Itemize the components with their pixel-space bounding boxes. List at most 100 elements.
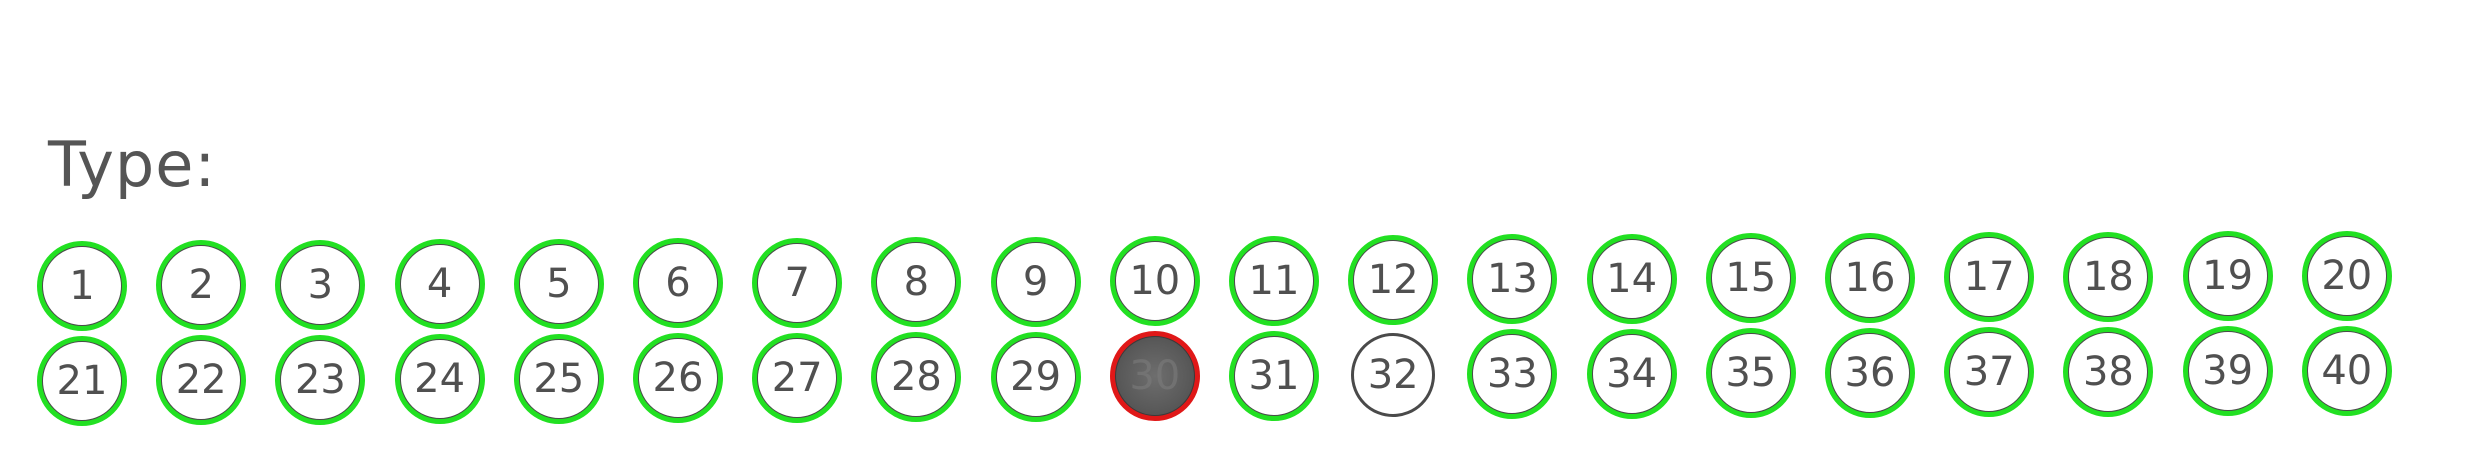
bubble-option-14[interactable]: 14 — [1586, 233, 1677, 324]
bubble-option-22[interactable]: 22 — [156, 335, 247, 426]
bubble-circle: 21 — [40, 339, 124, 423]
bubble-number: 40 — [2321, 347, 2373, 394]
bubble-number: 32 — [1367, 351, 1419, 398]
bubble-circle: 19 — [2185, 234, 2270, 319]
bubble-circle: 29 — [993, 334, 1078, 419]
bubble-option-25[interactable]: 25 — [513, 333, 604, 424]
bubble-circle: 36 — [1828, 330, 1912, 415]
bubble-number: 29 — [1010, 353, 1062, 400]
bubble-circle: 38 — [2066, 329, 2151, 414]
bubble-circle: 24 — [397, 337, 482, 422]
bubble-number: 33 — [1486, 351, 1538, 398]
bubble-option-20[interactable]: 20 — [2301, 230, 2392, 321]
bubble-option-28[interactable]: 28 — [871, 332, 962, 423]
bubble-circle: 18 — [2066, 234, 2151, 319]
bubble-number: 25 — [533, 355, 585, 402]
bubble-option-31[interactable]: 31 — [1229, 330, 1319, 421]
bubble-option-9[interactable]: 9 — [990, 236, 1081, 327]
bubble-circle: 23 — [278, 337, 363, 422]
bubble-number: 24 — [414, 356, 466, 403]
bubble-option-38[interactable]: 38 — [2063, 326, 2154, 417]
bubble-circle: 31 — [1232, 333, 1316, 418]
bubble-option-16[interactable]: 16 — [1825, 232, 1915, 323]
bubble-option-5[interactable]: 5 — [513, 238, 604, 329]
bubble-option-18[interactable]: 18 — [2063, 231, 2154, 322]
bubble-option-30[interactable]: 30 — [1109, 331, 1200, 422]
bubble-number: 16 — [1844, 254, 1896, 301]
bubble-number: 31 — [1248, 352, 1300, 399]
bubble-option-4[interactable]: 4 — [394, 239, 485, 330]
bubble-number: 18 — [2082, 253, 2134, 300]
bubble-option-27[interactable]: 27 — [752, 332, 843, 423]
bubble-circle: 12 — [1351, 237, 1436, 322]
bubble-number: 22 — [175, 357, 227, 404]
bubble-option-10[interactable]: 10 — [1109, 236, 1200, 327]
bubble-number: 2 — [188, 262, 214, 309]
bubble-circle: 11 — [1232, 238, 1316, 323]
bubble-circle: 15 — [1708, 236, 1793, 321]
bubble-circle: 39 — [2185, 329, 2270, 414]
bubble-number: 20 — [2321, 252, 2373, 299]
bubble-circle: 27 — [755, 335, 840, 420]
bubble-option-35[interactable]: 35 — [1705, 328, 1796, 419]
bubble-option-33[interactable]: 33 — [1467, 329, 1558, 420]
bubble-number: 30 — [1129, 353, 1181, 400]
bubble-number: 5 — [546, 260, 572, 307]
bubble-option-13[interactable]: 13 — [1467, 234, 1558, 325]
bubble-circle: 2 — [159, 243, 244, 328]
bubble-option-3[interactable]: 3 — [275, 239, 366, 330]
type-label: Type: — [48, 128, 217, 201]
bubble-circle: 37 — [1947, 330, 2032, 415]
bubble-number: 19 — [2202, 253, 2254, 300]
bubble-number: 35 — [1725, 350, 1777, 397]
bubble-option-21[interactable]: 21 — [37, 336, 127, 426]
bubble-option-32[interactable]: 32 — [1351, 332, 1436, 417]
bubble-circle: 6 — [636, 241, 720, 326]
bubble-option-1[interactable]: 1 — [37, 241, 127, 331]
bubble-option-37[interactable]: 37 — [1944, 327, 2035, 418]
bubble-circle: 25 — [516, 336, 601, 421]
bubble-option-2[interactable]: 2 — [156, 240, 247, 331]
bubble-option-24[interactable]: 24 — [394, 334, 485, 425]
bubble-option-11[interactable]: 11 — [1229, 235, 1319, 326]
bubble-option-19[interactable]: 19 — [2182, 231, 2273, 322]
bubble-circle: 8 — [874, 240, 959, 325]
bubble-number: 8 — [903, 259, 930, 306]
bubble-option-26[interactable]: 26 — [633, 333, 723, 424]
bubble-option-40[interactable]: 40 — [2301, 325, 2392, 416]
bubble-number: 36 — [1844, 349, 1896, 396]
bubble-option-36[interactable]: 36 — [1825, 327, 1915, 418]
bubble-option-17[interactable]: 17 — [1944, 232, 2035, 323]
bubble-number: 14 — [1606, 255, 1658, 302]
bubble-number: 17 — [1963, 254, 2015, 301]
bubble-option-8[interactable]: 8 — [871, 237, 962, 328]
bubble-circle: 30 — [1112, 334, 1197, 419]
bubble-option-6[interactable]: 6 — [633, 238, 723, 329]
bubble-number: 10 — [1129, 258, 1181, 305]
bubble-circle: 35 — [1708, 331, 1793, 416]
bubble-number: 1 — [69, 263, 95, 309]
bubble-option-29[interactable]: 29 — [990, 331, 1081, 422]
bubble-circle: 40 — [2304, 328, 2389, 413]
bubble-circle: 22 — [159, 338, 244, 423]
bubble-circle: 20 — [2304, 233, 2389, 318]
bubble-option-7[interactable]: 7 — [752, 237, 843, 328]
bubble-circle: 17 — [1947, 235, 2032, 320]
bubble-option-15[interactable]: 15 — [1705, 233, 1796, 324]
bubble-option-12[interactable]: 12 — [1348, 234, 1439, 325]
bubble-option-39[interactable]: 39 — [2182, 326, 2273, 417]
bubble-number: 34 — [1606, 350, 1658, 397]
bubble-number: 7 — [784, 259, 810, 306]
bubble-number: 15 — [1725, 255, 1777, 302]
bubble-number: 26 — [652, 355, 704, 402]
bubble-number: 4 — [426, 261, 453, 308]
bubble-option-23[interactable]: 23 — [275, 334, 366, 425]
bubble-circle: 7 — [755, 240, 840, 325]
bubble-number: 11 — [1248, 257, 1300, 304]
bubble-number: 39 — [2202, 348, 2254, 395]
bubble-option-34[interactable]: 34 — [1586, 328, 1677, 419]
bubble-circle: 5 — [516, 241, 601, 326]
bubble-circle: 33 — [1470, 332, 1555, 417]
bubble-circle: 34 — [1589, 331, 1674, 416]
bubble-number: 6 — [665, 260, 691, 307]
